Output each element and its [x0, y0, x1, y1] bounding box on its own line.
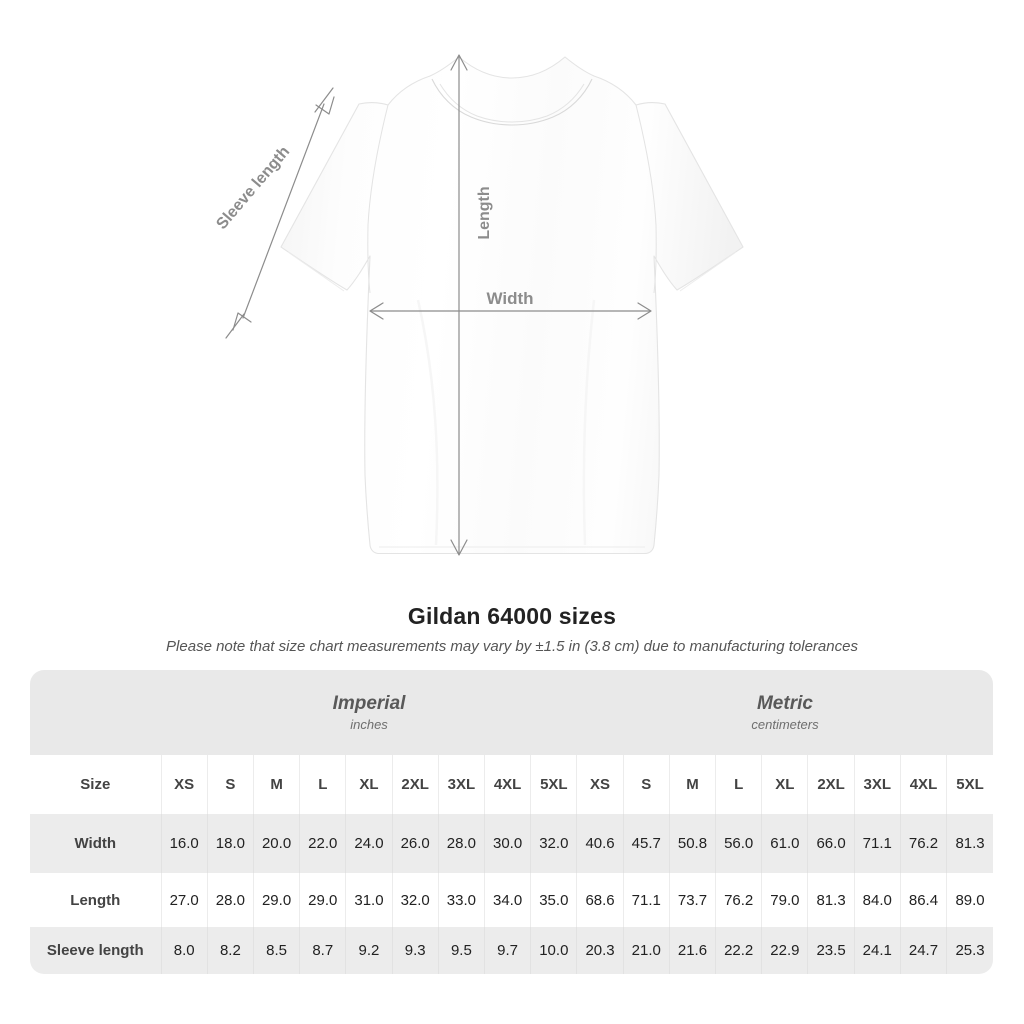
svg-text:Width: Width	[486, 289, 533, 308]
